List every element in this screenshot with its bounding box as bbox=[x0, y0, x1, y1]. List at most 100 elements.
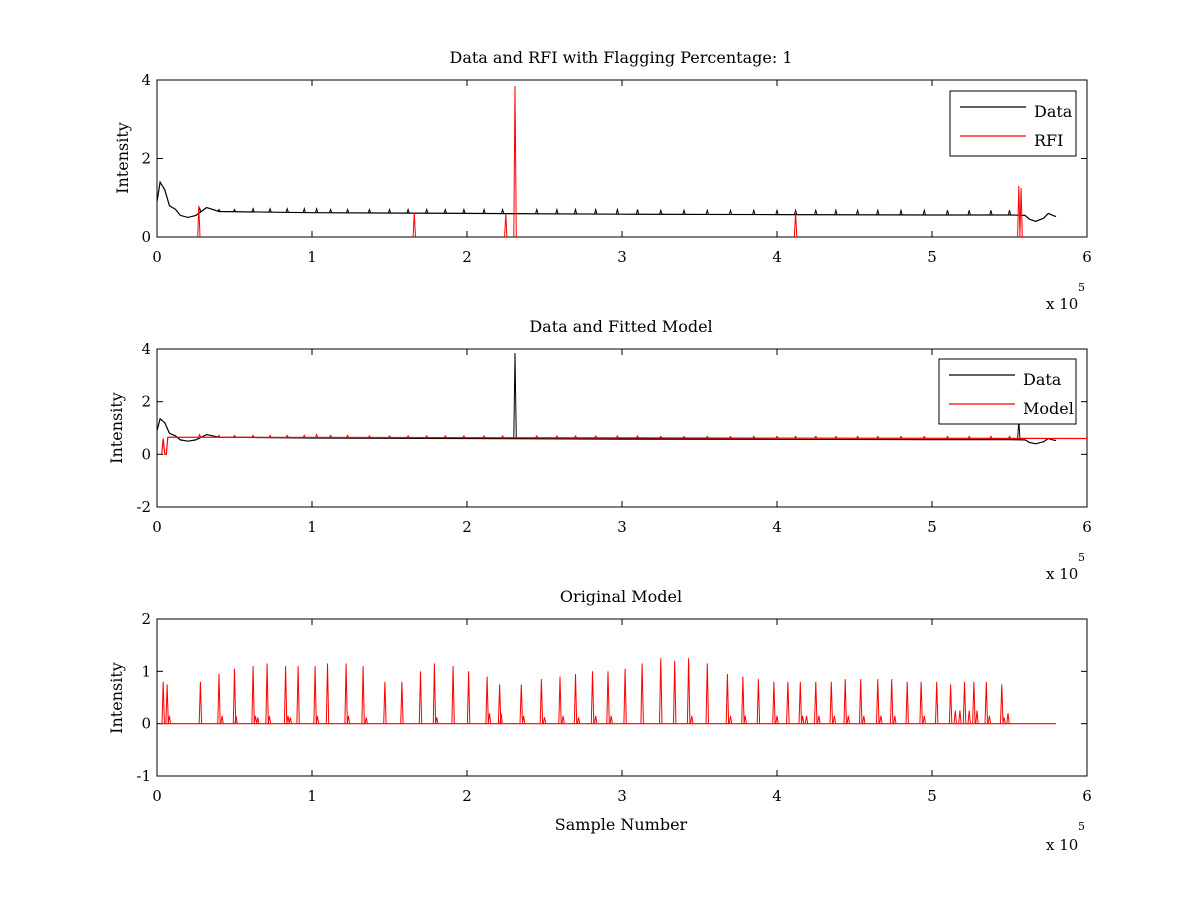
series-rfi-spike bbox=[513, 85, 517, 237]
series-model-spike bbox=[328, 434, 333, 438]
series-model-spike bbox=[859, 679, 863, 724]
series-model-spike bbox=[1000, 684, 1004, 724]
series-data-spike bbox=[535, 207, 539, 214]
series-model-spike bbox=[623, 668, 627, 724]
series-model-spike bbox=[775, 435, 779, 439]
series-model-spike bbox=[798, 681, 802, 724]
series-model-spike bbox=[756, 679, 761, 724]
series-data-spike bbox=[989, 210, 993, 216]
series-model-spike bbox=[485, 676, 489, 724]
series-data-spike bbox=[922, 208, 926, 216]
series-model-spike bbox=[346, 715, 351, 724]
series-model-spike bbox=[989, 435, 993, 439]
series-model-spike bbox=[539, 679, 544, 724]
series-model-spike bbox=[834, 435, 838, 439]
series-model-spike bbox=[197, 433, 202, 438]
series-model-spike bbox=[876, 435, 880, 439]
plot-area bbox=[156, 79, 1088, 238]
series-model-spike bbox=[775, 715, 779, 724]
series-model-spike bbox=[435, 717, 439, 724]
series-model-spike bbox=[659, 435, 663, 439]
series-rfi-spike bbox=[1019, 187, 1023, 237]
series-model-spike bbox=[814, 435, 818, 439]
x-axis-multiplier: x 10 5 bbox=[1046, 281, 1085, 313]
series-model-spike bbox=[364, 717, 368, 724]
series-data-spike bbox=[406, 207, 410, 214]
series-data-spike bbox=[314, 206, 319, 213]
series-data-spike bbox=[615, 207, 620, 215]
series-model-spike bbox=[728, 715, 733, 724]
series-model-spike bbox=[573, 434, 578, 439]
series-rfi-spike bbox=[412, 212, 416, 237]
x-tick-label: 5 bbox=[927, 787, 937, 805]
series-model-spike bbox=[285, 434, 289, 438]
series-data-line bbox=[157, 417, 1057, 445]
series-data-spike bbox=[251, 207, 255, 213]
series-model-spike bbox=[879, 715, 883, 724]
series-model-spike bbox=[497, 684, 502, 724]
x-tick-label: 4 bbox=[772, 248, 782, 266]
series-model-spike bbox=[862, 715, 866, 724]
y-tick-label: 0 bbox=[141, 228, 151, 246]
series-data-spike bbox=[425, 207, 429, 214]
series-model-spike bbox=[922, 715, 926, 724]
x-tick-label: 5 bbox=[927, 518, 937, 536]
series-model-spike bbox=[690, 715, 694, 724]
y-axis-label: Intensity bbox=[113, 122, 132, 194]
series-model-spike bbox=[855, 435, 860, 439]
series-model-spike bbox=[161, 681, 165, 724]
series-model-spike bbox=[234, 715, 238, 724]
series-model-spike bbox=[542, 717, 547, 724]
series-data-spike bbox=[513, 352, 517, 439]
series-data-spike bbox=[659, 208, 663, 215]
series-model-spike bbox=[967, 710, 971, 724]
series-model-spike bbox=[972, 681, 976, 724]
series-model-spike bbox=[752, 435, 756, 439]
y-tick-label: 1 bbox=[141, 662, 151, 680]
series-data-spike bbox=[328, 208, 333, 213]
series-model-spike bbox=[635, 434, 640, 439]
series-model-spike bbox=[728, 435, 733, 439]
x-tick-label: 0 bbox=[152, 787, 162, 805]
series-model-spike bbox=[267, 715, 272, 724]
series-data-spike bbox=[793, 208, 798, 215]
series-model-spike bbox=[535, 435, 539, 438]
plot-area bbox=[156, 618, 1088, 777]
x-multiplier-exponent: 5 bbox=[1078, 551, 1085, 564]
x-axis-label: Sample Number bbox=[555, 815, 688, 834]
series-data-spike bbox=[635, 209, 640, 215]
series-model-spike bbox=[962, 681, 967, 724]
series-model-spike bbox=[817, 715, 821, 724]
x-multiplier-exponent: 5 bbox=[1078, 281, 1085, 294]
series-model-spike bbox=[482, 434, 486, 438]
series-model-spike bbox=[432, 663, 437, 724]
series-model-spike bbox=[935, 681, 939, 724]
series-model-spike bbox=[217, 673, 221, 724]
series-rfi-spike bbox=[504, 213, 508, 237]
series-model-spike bbox=[265, 663, 269, 724]
series-model-spike bbox=[302, 434, 306, 438]
series-model-spike bbox=[590, 671, 595, 724]
series-model-spike bbox=[804, 715, 809, 724]
x-tick-label: 4 bbox=[772, 787, 782, 805]
series-data-spike bbox=[814, 208, 818, 215]
series-model-spike bbox=[829, 681, 833, 724]
series-data-spike bbox=[899, 208, 903, 216]
series-model-spike bbox=[984, 681, 988, 724]
y-tick-label: 2 bbox=[141, 610, 151, 628]
series-model-spike bbox=[743, 715, 747, 724]
legend-label: RFI bbox=[1034, 131, 1063, 150]
subplot-original-model: Original Model Intensity Sample Number x… bbox=[107, 587, 1092, 854]
series-data-spike bbox=[367, 207, 372, 214]
series-data-spike bbox=[967, 210, 971, 216]
series-data-spike bbox=[443, 207, 447, 214]
series-model-spike bbox=[383, 681, 387, 724]
series-model-spike bbox=[1006, 713, 1010, 724]
series-model-spike bbox=[899, 435, 903, 439]
series-model-spike bbox=[561, 715, 565, 724]
x-tick-label: 2 bbox=[462, 787, 472, 805]
series-model-spike bbox=[296, 666, 300, 724]
subplot-title: Data and RFI with Flagging Percentage: 1 bbox=[449, 48, 792, 67]
series-model-spike bbox=[1007, 435, 1012, 439]
